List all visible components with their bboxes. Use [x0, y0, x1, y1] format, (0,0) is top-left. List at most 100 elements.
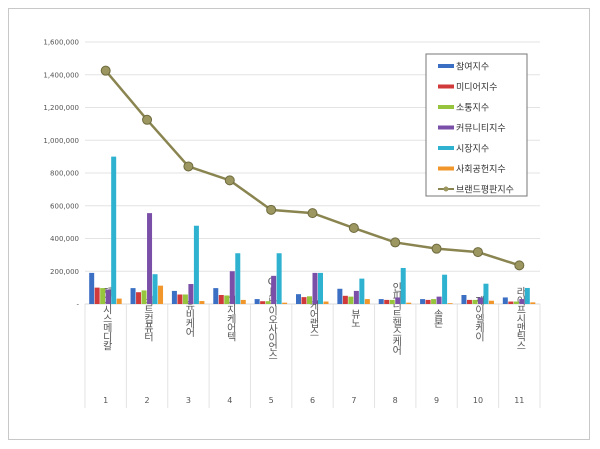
bar-커뮤니티지수 [312, 272, 318, 304]
y-tick-label: 1,600,000 [43, 39, 79, 47]
line-point [472, 247, 483, 258]
bar-사회공헌지수 [323, 301, 329, 304]
category-label: CJ바이오사이언스 [266, 277, 278, 360]
category-label: 케어랩스 [307, 300, 319, 336]
line-point [183, 161, 194, 172]
category-number: 10 [473, 396, 483, 405]
bar-커뮤니티지수 [353, 290, 359, 304]
bar-미디어지수 [136, 292, 142, 304]
y-tick-label: 1,400,000 [43, 71, 79, 79]
bar-참여지수 [502, 297, 508, 304]
category-label: 라이프시맨틱스 [514, 286, 526, 349]
bar-참여지수 [296, 294, 301, 304]
line-point [266, 204, 277, 215]
category-number: 7 [351, 396, 356, 405]
bar-참여지수 [171, 290, 177, 304]
bar-사회공헌지수 [530, 302, 536, 304]
bar-미디어지수 [94, 287, 100, 304]
line-point [307, 208, 318, 219]
y-tick-label: 600,000 [50, 202, 79, 210]
line-point [224, 175, 235, 186]
bar-참여지수 [130, 288, 136, 304]
category-label: 제이엘케이 [472, 295, 484, 342]
category-number: 9 [434, 396, 439, 405]
bar-미디어지수 [218, 294, 224, 304]
bar-미디어지수 [425, 299, 431, 304]
legend-label: 사회공헌지수 [456, 164, 506, 175]
legend-swatch [443, 186, 449, 192]
bar-시장지수 [400, 267, 406, 304]
bar-커뮤니티지수 [395, 297, 401, 304]
bar-참여지수 [213, 288, 219, 304]
legend-swatch [438, 84, 454, 89]
bar-커뮤니티지수 [229, 271, 235, 304]
bar-미디어지수 [301, 297, 307, 304]
category-number: 2 [144, 396, 149, 405]
category-number: 1 [103, 396, 108, 405]
bar-참여지수 [254, 299, 260, 304]
y-tick-label: 1,000,000 [43, 137, 79, 145]
bar-참여지수 [461, 294, 467, 304]
category-label: 솔본 [431, 309, 443, 328]
bar-소통지수 [472, 299, 478, 304]
bar-참여지수 [337, 288, 343, 304]
category-number: 3 [186, 396, 191, 405]
category-number: 8 [393, 396, 398, 405]
bar-커뮤니티지수 [147, 213, 153, 304]
y-tick-label: 200,000 [50, 268, 79, 276]
bar-소통지수 [141, 290, 147, 304]
bar-소통지수 [389, 299, 395, 304]
line-point [348, 223, 359, 234]
bar-사회공헌지수 [447, 303, 453, 304]
legend-label: 브랜드평판지수 [456, 185, 514, 196]
bar-참여지수 [89, 272, 95, 304]
legend-label: 시장지수 [456, 144, 489, 155]
category-number: 6 [310, 396, 315, 405]
legend-label: 커뮤니티지수 [456, 123, 506, 134]
bar-참여지수 [378, 299, 384, 304]
bar-사회공헌지수 [282, 302, 288, 304]
category-label: 비트컴퓨터 [142, 295, 154, 342]
bar-미디어지수 [508, 301, 514, 304]
bar-미디어지수 [384, 299, 390, 304]
line-point [431, 243, 442, 254]
bar-미디어지수 [177, 294, 183, 304]
bar-소통지수 [265, 301, 271, 304]
line-point [514, 260, 525, 271]
bar-소통지수 [100, 288, 106, 304]
y-tick-label: 800,000 [50, 170, 79, 178]
bar-소통지수 [224, 295, 230, 304]
bar-소통지수 [513, 301, 519, 304]
bar-소통지수 [431, 299, 437, 304]
bar-사회공헌지수 [240, 299, 246, 304]
legend-swatch [438, 64, 454, 68]
bar-사회공헌지수 [364, 299, 370, 304]
bar-커뮤니티지수 [271, 275, 277, 304]
category-label: 이지케어텍 [224, 295, 236, 342]
legend-swatch [438, 146, 454, 150]
bar-시장지수 [318, 272, 323, 304]
bar-시장지수 [524, 287, 530, 304]
bar-커뮤니티지수 [436, 296, 442, 304]
bar-시장지수 [483, 283, 489, 304]
category-label: 뷰노 [348, 309, 360, 327]
bar-커뮤니티지수 [105, 289, 111, 304]
bar-커뮤니티지수 [188, 284, 194, 304]
legend-label: 참여지수 [456, 61, 489, 73]
legend-label: 소통지수 [456, 103, 489, 114]
bar-미디어지수 [260, 301, 266, 304]
bar-미디어지수 [466, 299, 472, 304]
bar-미디어지수 [342, 295, 348, 304]
line-point [100, 65, 111, 76]
category-number: 11 [514, 396, 524, 405]
legend-swatch [438, 125, 454, 130]
bar-시장지수 [152, 274, 158, 304]
bar-커뮤니티지수 [477, 297, 483, 304]
category-label: 제이시스메디칼 [100, 286, 112, 350]
legend-label: 미디어지수 [456, 82, 497, 93]
chart-frame [8, 8, 590, 440]
line-point [390, 237, 401, 248]
bar-시장지수 [111, 156, 117, 304]
line-point [142, 114, 153, 125]
